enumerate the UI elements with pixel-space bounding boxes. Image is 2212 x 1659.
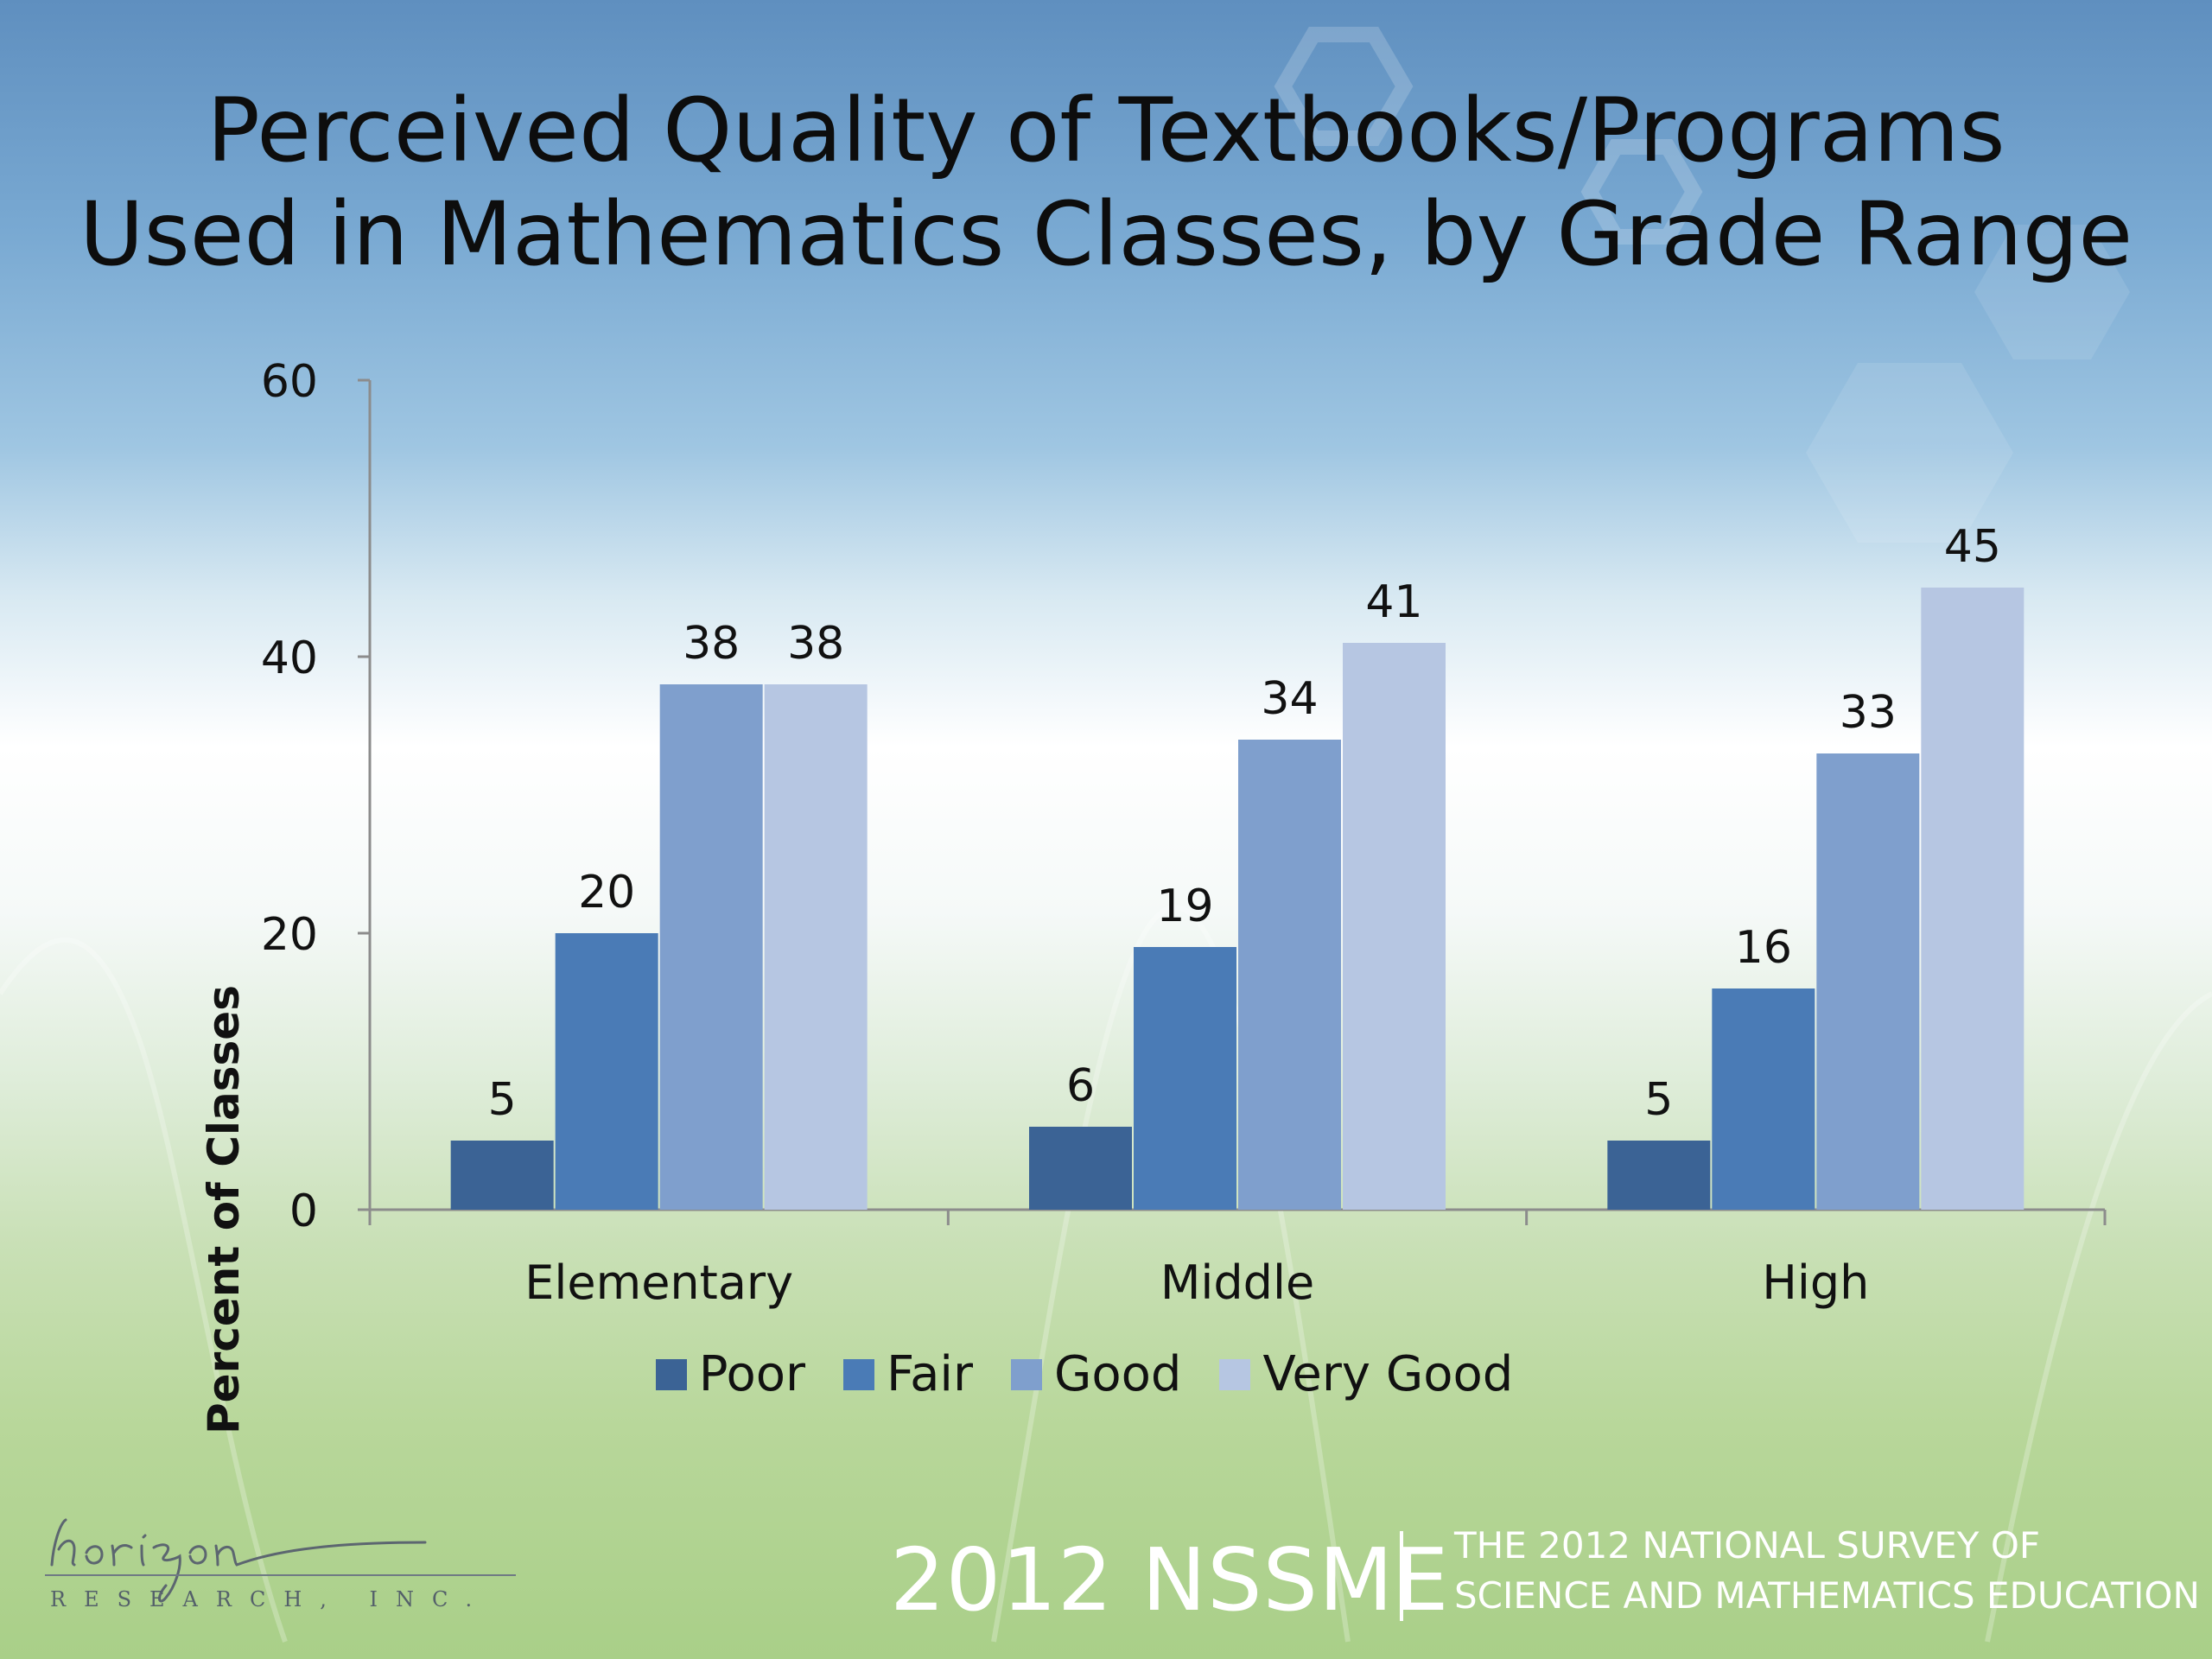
legend-item-poor: Poor xyxy=(655,1346,806,1402)
x-category-label-high: High xyxy=(1762,1255,1869,1310)
data-label-high-good: 33 xyxy=(1840,687,1897,739)
data-label-middle-very-good: 41 xyxy=(1365,576,1422,628)
legend-item-fair: Fair xyxy=(843,1346,973,1402)
nssme-full-name-line1: THE 2012 NATIONAL SURVEY OF xyxy=(1454,1524,2041,1567)
legend-swatch-good xyxy=(1010,1358,1042,1390)
bar-elementary-fair xyxy=(555,933,658,1210)
horizon-research-logo: horizon RESEARCH, INC. xyxy=(45,1508,529,1620)
legend-label-good: Good xyxy=(1053,1346,1182,1402)
nssme-brand: 2012 NSSME xyxy=(890,1529,1450,1630)
x-category-label-middle: Middle xyxy=(1160,1255,1314,1310)
data-label-high-very-good: 45 xyxy=(1944,521,2001,573)
data-label-middle-good: 34 xyxy=(1261,673,1318,725)
legend-label-poor: Poor xyxy=(698,1346,806,1402)
bar-elementary-very-good xyxy=(764,684,868,1210)
bar-high-very-good xyxy=(1921,588,2024,1210)
legend: Poor Fair Good Very Good xyxy=(0,1346,2190,1402)
nssme-full-name: THE 2012 NATIONAL SURVEY OF SCIENCE AND … xyxy=(1454,1521,2200,1621)
y-tick-label-20: 20 xyxy=(261,909,318,961)
chart-title-line2: Used in Mathematics Classes, by Grade Ra… xyxy=(79,183,2133,286)
bar-middle-fair xyxy=(1134,947,1236,1210)
data-label-high-poor: 5 xyxy=(1644,1074,1673,1126)
data-label-middle-fair: 19 xyxy=(1156,880,1213,932)
bar-high-fair xyxy=(1712,988,1815,1210)
logo-subtitle: RESEARCH, INC. xyxy=(50,1587,491,1611)
y-tick-label-40: 40 xyxy=(261,632,318,684)
chart-title-line1: Perceived Quality of Textbooks/Programs xyxy=(207,79,2005,182)
bar-middle-very-good xyxy=(1343,643,1446,1210)
bar-middle-good xyxy=(1238,740,1341,1210)
legend-swatch-fair xyxy=(843,1358,875,1390)
bar-elementary-good xyxy=(659,684,763,1210)
data-label-elementary-very-good: 38 xyxy=(787,618,844,670)
data-label-elementary-poor: 5 xyxy=(488,1074,517,1126)
data-label-middle-poor: 6 xyxy=(1066,1060,1095,1112)
data-label-high-fair: 16 xyxy=(1735,922,1792,974)
legend-item-very-good: Very Good xyxy=(1219,1346,1513,1402)
y-tick-label-60: 60 xyxy=(261,356,318,408)
bar-high-good xyxy=(1816,753,1920,1210)
nssme-full-name-line2: SCIENCE AND MATHEMATICS EDUCATION xyxy=(1454,1574,2200,1617)
chart-title: Perceived Quality of Textbooks/Programs … xyxy=(0,79,2212,287)
legend-label-fair: Fair xyxy=(887,1346,973,1402)
legend-item-good: Good xyxy=(1010,1346,1182,1402)
data-label-elementary-good: 38 xyxy=(683,618,740,670)
legend-swatch-poor xyxy=(655,1358,687,1390)
y-tick-label-0: 0 xyxy=(289,1185,318,1237)
bar-middle-poor xyxy=(1029,1127,1132,1210)
legend-swatch-very-good xyxy=(1219,1358,1251,1390)
bar-elementary-poor xyxy=(450,1141,554,1210)
x-category-label-elementary: Elementary xyxy=(524,1255,793,1310)
bar-high-poor xyxy=(1607,1141,1711,1210)
legend-label-very-good: Very Good xyxy=(1262,1346,1514,1402)
data-label-elementary-fair: 20 xyxy=(578,867,635,918)
horizon-script-logo xyxy=(45,1518,516,1603)
brand-separator xyxy=(1400,1531,1403,1621)
